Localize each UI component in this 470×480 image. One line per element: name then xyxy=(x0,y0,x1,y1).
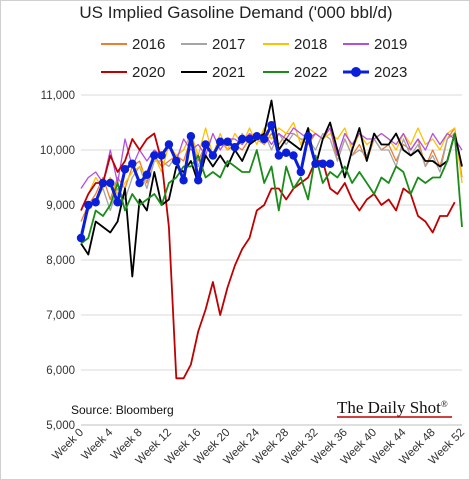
legend-label: 2020 xyxy=(132,64,165,81)
legend-item-2023: 2023 xyxy=(343,64,407,81)
y-tick-label: 7,000 xyxy=(46,310,75,322)
point-2023 xyxy=(252,132,262,141)
y-tick-label: 9,000 xyxy=(46,200,75,212)
point-2023 xyxy=(237,134,247,144)
point-2023 xyxy=(172,156,181,166)
point-2023 xyxy=(208,151,218,160)
brand-text: The Daily Shot xyxy=(337,398,441,417)
legend-label: 2019 xyxy=(374,36,407,53)
legend-label: 2018 xyxy=(294,36,327,53)
point-2023 xyxy=(179,176,188,185)
brand-logo: The Daily Shot® xyxy=(337,398,448,417)
point-2023 xyxy=(230,143,240,152)
point-2023 xyxy=(223,137,232,146)
legend-label: 2016 xyxy=(132,36,165,53)
chart-title: US Implied Gasoline Demand ('000 bbl/d) xyxy=(79,3,392,22)
y-tick-label: 5,000 xyxy=(46,420,75,432)
point-2023 xyxy=(106,178,115,188)
source-note: Source: Bloomberg xyxy=(71,403,174,417)
series-line-2017 xyxy=(80,132,463,233)
point-2023 xyxy=(201,140,210,149)
point-2023 xyxy=(289,151,298,160)
point-2023 xyxy=(150,151,159,160)
plot-area xyxy=(76,99,463,380)
point-2023 xyxy=(318,159,327,168)
legend-label: 2022 xyxy=(294,64,327,81)
point-2023 xyxy=(325,159,335,168)
x-tick-label: Week 4 xyxy=(80,426,116,462)
legend-item-2021: 2021 xyxy=(181,64,245,81)
y-tick-label: 10,000 xyxy=(40,145,75,157)
legend-item-2018: 2018 xyxy=(263,36,327,53)
brand-mark: ® xyxy=(441,399,448,409)
legend: 2016 2017 2018 2019 2020 2021 2022 2023 xyxy=(101,36,407,81)
point-2023 xyxy=(194,176,203,185)
point-2023 xyxy=(267,121,276,130)
point-2023 xyxy=(135,178,144,188)
legend-marker xyxy=(351,67,361,77)
legend-item-2016: 2016 xyxy=(101,36,165,53)
point-2023 xyxy=(164,140,174,149)
point-2023 xyxy=(303,132,313,141)
legend-item-2020: 2020 xyxy=(101,64,165,81)
y-axis: 5,000 6,000 7,000 8,000 9,000 10,000 11,000 xyxy=(40,90,75,432)
point-2023 xyxy=(259,134,269,144)
point-2023 xyxy=(296,167,306,177)
point-2023 xyxy=(120,165,130,174)
point-2023 xyxy=(245,134,254,144)
x-tick-label: Week 0 xyxy=(50,427,86,463)
point-2023 xyxy=(128,159,137,168)
legend-label: 2021 xyxy=(212,64,245,81)
series-line-2022 xyxy=(80,132,463,245)
point-2023 xyxy=(98,178,108,188)
point-2023 xyxy=(216,137,225,146)
legend-item-2017: 2017 xyxy=(181,36,245,53)
legend-label: 2023 xyxy=(374,64,407,81)
y-tick-label: 8,000 xyxy=(46,255,75,267)
point-2023 xyxy=(274,151,284,160)
point-2023 xyxy=(157,151,166,160)
legend-item-2019: 2019 xyxy=(343,36,407,53)
point-2023 xyxy=(186,132,196,141)
point-2023 xyxy=(311,159,320,168)
point-2023 xyxy=(91,198,100,207)
legend-item-2022: 2022 xyxy=(263,64,327,81)
point-2023 xyxy=(113,198,122,207)
point-2023 xyxy=(281,148,291,157)
point-2023 xyxy=(76,233,86,243)
series-line-2020 xyxy=(80,132,456,380)
legend-label: 2017 xyxy=(212,36,245,53)
y-tick-label: 11,000 xyxy=(41,90,75,102)
series-line-2021 xyxy=(80,99,463,278)
point-2023 xyxy=(84,200,93,210)
point-2023 xyxy=(142,170,152,179)
y-tick-label: 6,000 xyxy=(46,365,75,377)
